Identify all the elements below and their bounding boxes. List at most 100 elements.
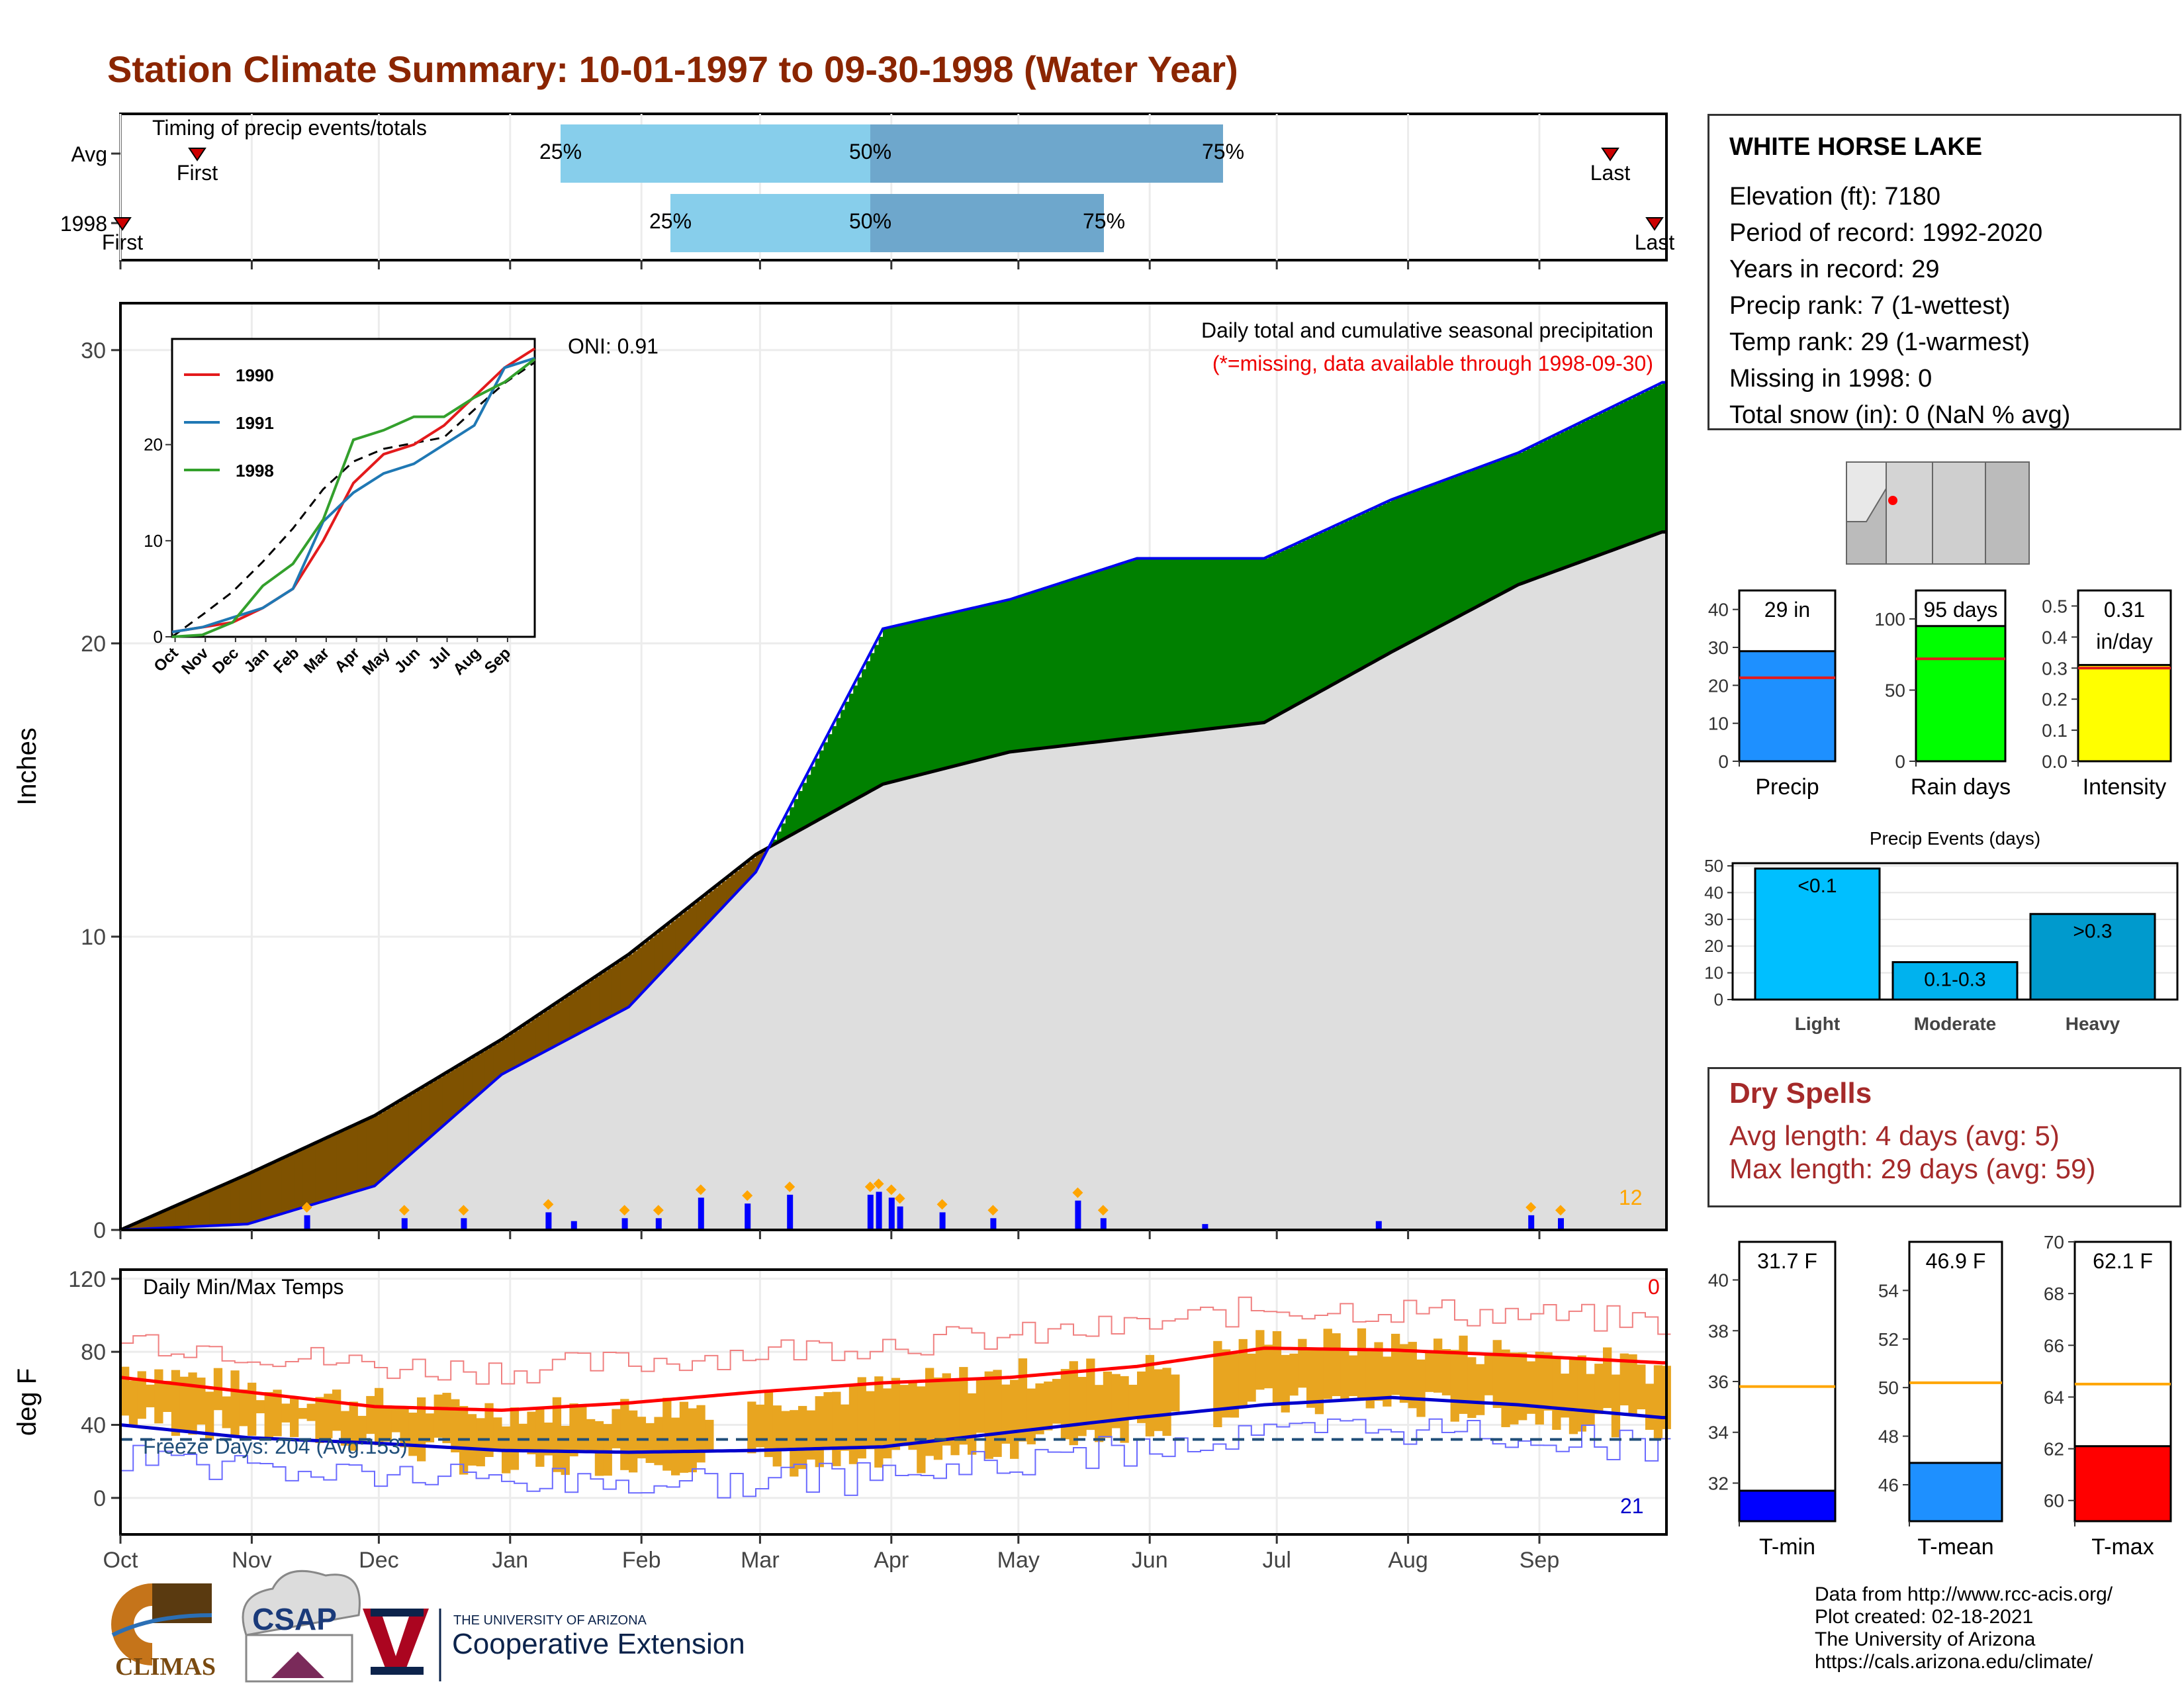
surplus-area bbox=[806, 774, 811, 827]
first-event-marker bbox=[188, 148, 206, 162]
surplus-area bbox=[1543, 440, 1549, 576]
deficit-area bbox=[188, 1200, 193, 1227]
timing-25-label: 25% bbox=[649, 209, 692, 233]
surplus-area bbox=[1632, 397, 1637, 543]
surplus-area bbox=[1547, 438, 1553, 574]
surplus-area bbox=[1531, 446, 1536, 581]
daily-temp-bar bbox=[1569, 1359, 1578, 1434]
daily-temp-bar bbox=[815, 1396, 824, 1468]
events-ytick-label: 10 bbox=[1704, 963, 1723, 983]
deficit-area bbox=[340, 1131, 345, 1196]
daily-temp-bar bbox=[1086, 1358, 1095, 1430]
deficit-area bbox=[175, 1205, 181, 1228]
daily-temp-bar bbox=[1441, 1349, 1451, 1395]
surplus-area bbox=[1302, 540, 1307, 702]
surplus-area bbox=[1247, 558, 1252, 725]
daily-precip-marker bbox=[864, 1181, 876, 1192]
surplus-area bbox=[1429, 485, 1434, 632]
temp-top-label: 0 bbox=[1648, 1275, 1660, 1299]
surplus-area bbox=[1522, 450, 1527, 583]
daily-temp-bar bbox=[1416, 1359, 1426, 1417]
surplus-area bbox=[866, 661, 871, 794]
daily-precip-bar bbox=[545, 1212, 552, 1230]
surplus-area bbox=[1201, 558, 1205, 730]
surplus-area bbox=[1628, 399, 1633, 545]
daily-temp-bar bbox=[984, 1371, 993, 1459]
timing-title: Timing of precip events/totals bbox=[152, 116, 427, 140]
daily-temp-bar bbox=[798, 1405, 807, 1470]
deficit-area bbox=[353, 1125, 358, 1193]
t-max-ytick-label: 70 bbox=[2044, 1232, 2064, 1252]
daily-temp-bar bbox=[1476, 1364, 1485, 1415]
temp-xtick-label: May bbox=[997, 1548, 1040, 1573]
deficit-area bbox=[328, 1137, 333, 1200]
daily-temp-bar bbox=[332, 1389, 341, 1431]
daily-temp-bar bbox=[248, 1382, 257, 1436]
deficit-area bbox=[383, 1110, 388, 1179]
daily-temp-bar bbox=[883, 1388, 892, 1459]
daily-temp-bar bbox=[679, 1401, 689, 1473]
daily-temp-bar bbox=[442, 1393, 451, 1444]
surplus-area bbox=[1187, 558, 1193, 731]
last-event-marker bbox=[1601, 148, 1619, 162]
daily-temp-bar bbox=[1340, 1350, 1349, 1401]
surplus-area bbox=[1510, 455, 1515, 590]
daily-temp-bar bbox=[594, 1421, 604, 1476]
surplus-area bbox=[1662, 382, 1667, 532]
freeze-days-label: Freeze Days: 204 (Avg:153) bbox=[143, 1434, 408, 1458]
deficit-area bbox=[146, 1219, 151, 1229]
station-elevation: Elevation (ft): 7180 bbox=[1729, 183, 1940, 211]
daily-precip-marker bbox=[458, 1205, 469, 1216]
daily-temp-bar bbox=[1052, 1379, 1062, 1424]
events-ytick-label: 40 bbox=[1704, 882, 1723, 902]
daily-precip-marker bbox=[1555, 1205, 1566, 1216]
surplus-area bbox=[1124, 562, 1129, 739]
last-event-label: Last bbox=[1590, 161, 1631, 185]
deficit-area bbox=[735, 871, 739, 895]
deficit-area bbox=[582, 985, 587, 1032]
daily-precip-marker bbox=[653, 1205, 664, 1216]
surplus-area bbox=[1488, 463, 1494, 601]
timing-75-label: 75% bbox=[1202, 140, 1244, 164]
surplus-area bbox=[1285, 548, 1290, 711]
daily-temp-bar bbox=[1561, 1374, 1570, 1418]
record-low-line bbox=[120, 1418, 1671, 1499]
inset-ytick-label: 0 bbox=[154, 627, 163, 647]
daily-temp-bar bbox=[1586, 1374, 1595, 1426]
deficit-area bbox=[209, 1191, 214, 1226]
deficit-area bbox=[154, 1215, 159, 1229]
surplus-area bbox=[1171, 558, 1176, 733]
daily-temp-bar bbox=[1459, 1335, 1468, 1414]
daily-temp-bar bbox=[696, 1405, 705, 1463]
deficit-area bbox=[234, 1180, 240, 1225]
deficit-area bbox=[302, 1149, 308, 1208]
surplus-area bbox=[811, 767, 816, 824]
surplus-area bbox=[1357, 515, 1362, 671]
locator-map-arizona bbox=[1886, 461, 1933, 565]
daily-precip-bar bbox=[990, 1218, 997, 1230]
t-max-ytick-label: 66 bbox=[2044, 1335, 2064, 1356]
deficit-area bbox=[476, 1055, 481, 1097]
surplus-area bbox=[1615, 405, 1621, 549]
surplus-area bbox=[1014, 598, 1019, 752]
events-bar-label: <0.1 bbox=[1797, 875, 1837, 897]
daily-temp-bar bbox=[637, 1417, 647, 1459]
surplus-area bbox=[1052, 585, 1057, 747]
surplus-area bbox=[1090, 573, 1095, 743]
inset-series-line bbox=[171, 357, 536, 638]
surplus-area bbox=[972, 608, 977, 762]
events-category-label: Heavy bbox=[2066, 1013, 2120, 1034]
deficit-area bbox=[294, 1152, 299, 1211]
deficit-area bbox=[493, 1044, 498, 1082]
surplus-area bbox=[794, 799, 799, 834]
daily-precip-bar bbox=[1528, 1215, 1535, 1230]
daily-temp-bar bbox=[1010, 1380, 1019, 1459]
daily-precip-bar bbox=[698, 1197, 704, 1230]
precip-corner-label: 12 bbox=[1619, 1186, 1643, 1209]
surplus-area bbox=[1463, 473, 1468, 614]
station-missing: Missing in 1998: 0 bbox=[1729, 365, 1933, 393]
deficit-area bbox=[650, 937, 655, 985]
surplus-area bbox=[1183, 558, 1189, 732]
surplus-area bbox=[1259, 558, 1265, 724]
surplus-area bbox=[1111, 566, 1116, 741]
